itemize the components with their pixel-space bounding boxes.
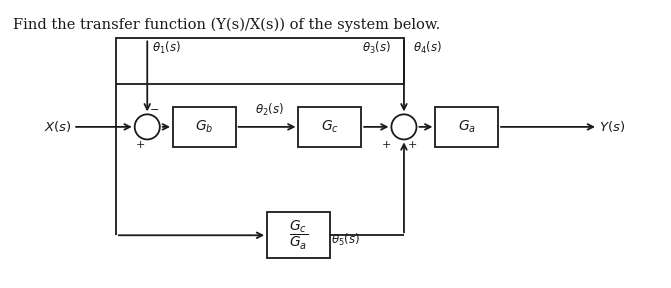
Bar [267,213,329,258]
Text: $Y(s)$: $Y(s)$ [599,120,625,134]
Text: Find the transfer function (Y(s)/X(s)) of the system below.: Find the transfer function (Y(s)/X(s)) o… [13,17,441,32]
Bar [173,107,236,147]
Text: $+$: $+$ [135,139,145,150]
Bar [299,107,361,147]
Circle shape [135,114,160,139]
Text: $\theta_2(s)$: $\theta_2(s)$ [256,102,285,118]
Text: $\dfrac{G_c}{G_a}$: $\dfrac{G_c}{G_a}$ [289,219,308,252]
Text: $G_b$: $G_b$ [195,119,213,135]
Text: $+$: $+$ [407,139,417,150]
Text: $X(s)$: $X(s)$ [44,120,72,134]
Circle shape [391,114,417,139]
Text: $-$: $-$ [149,103,159,113]
Text: $G_c$: $G_c$ [321,119,339,135]
Text: $\theta_5(s)$: $\theta_5(s)$ [331,232,360,248]
Text: $+$: $+$ [381,139,391,150]
Text: $G_a$: $G_a$ [458,119,476,135]
Text: $\theta_4(s)$: $\theta_4(s)$ [413,39,442,56]
Text: $\theta_3(s)$: $\theta_3(s)$ [362,39,391,56]
Text: $\theta_1(s)$: $\theta_1(s)$ [152,39,181,56]
Bar [435,107,498,147]
Bar [116,39,404,84]
